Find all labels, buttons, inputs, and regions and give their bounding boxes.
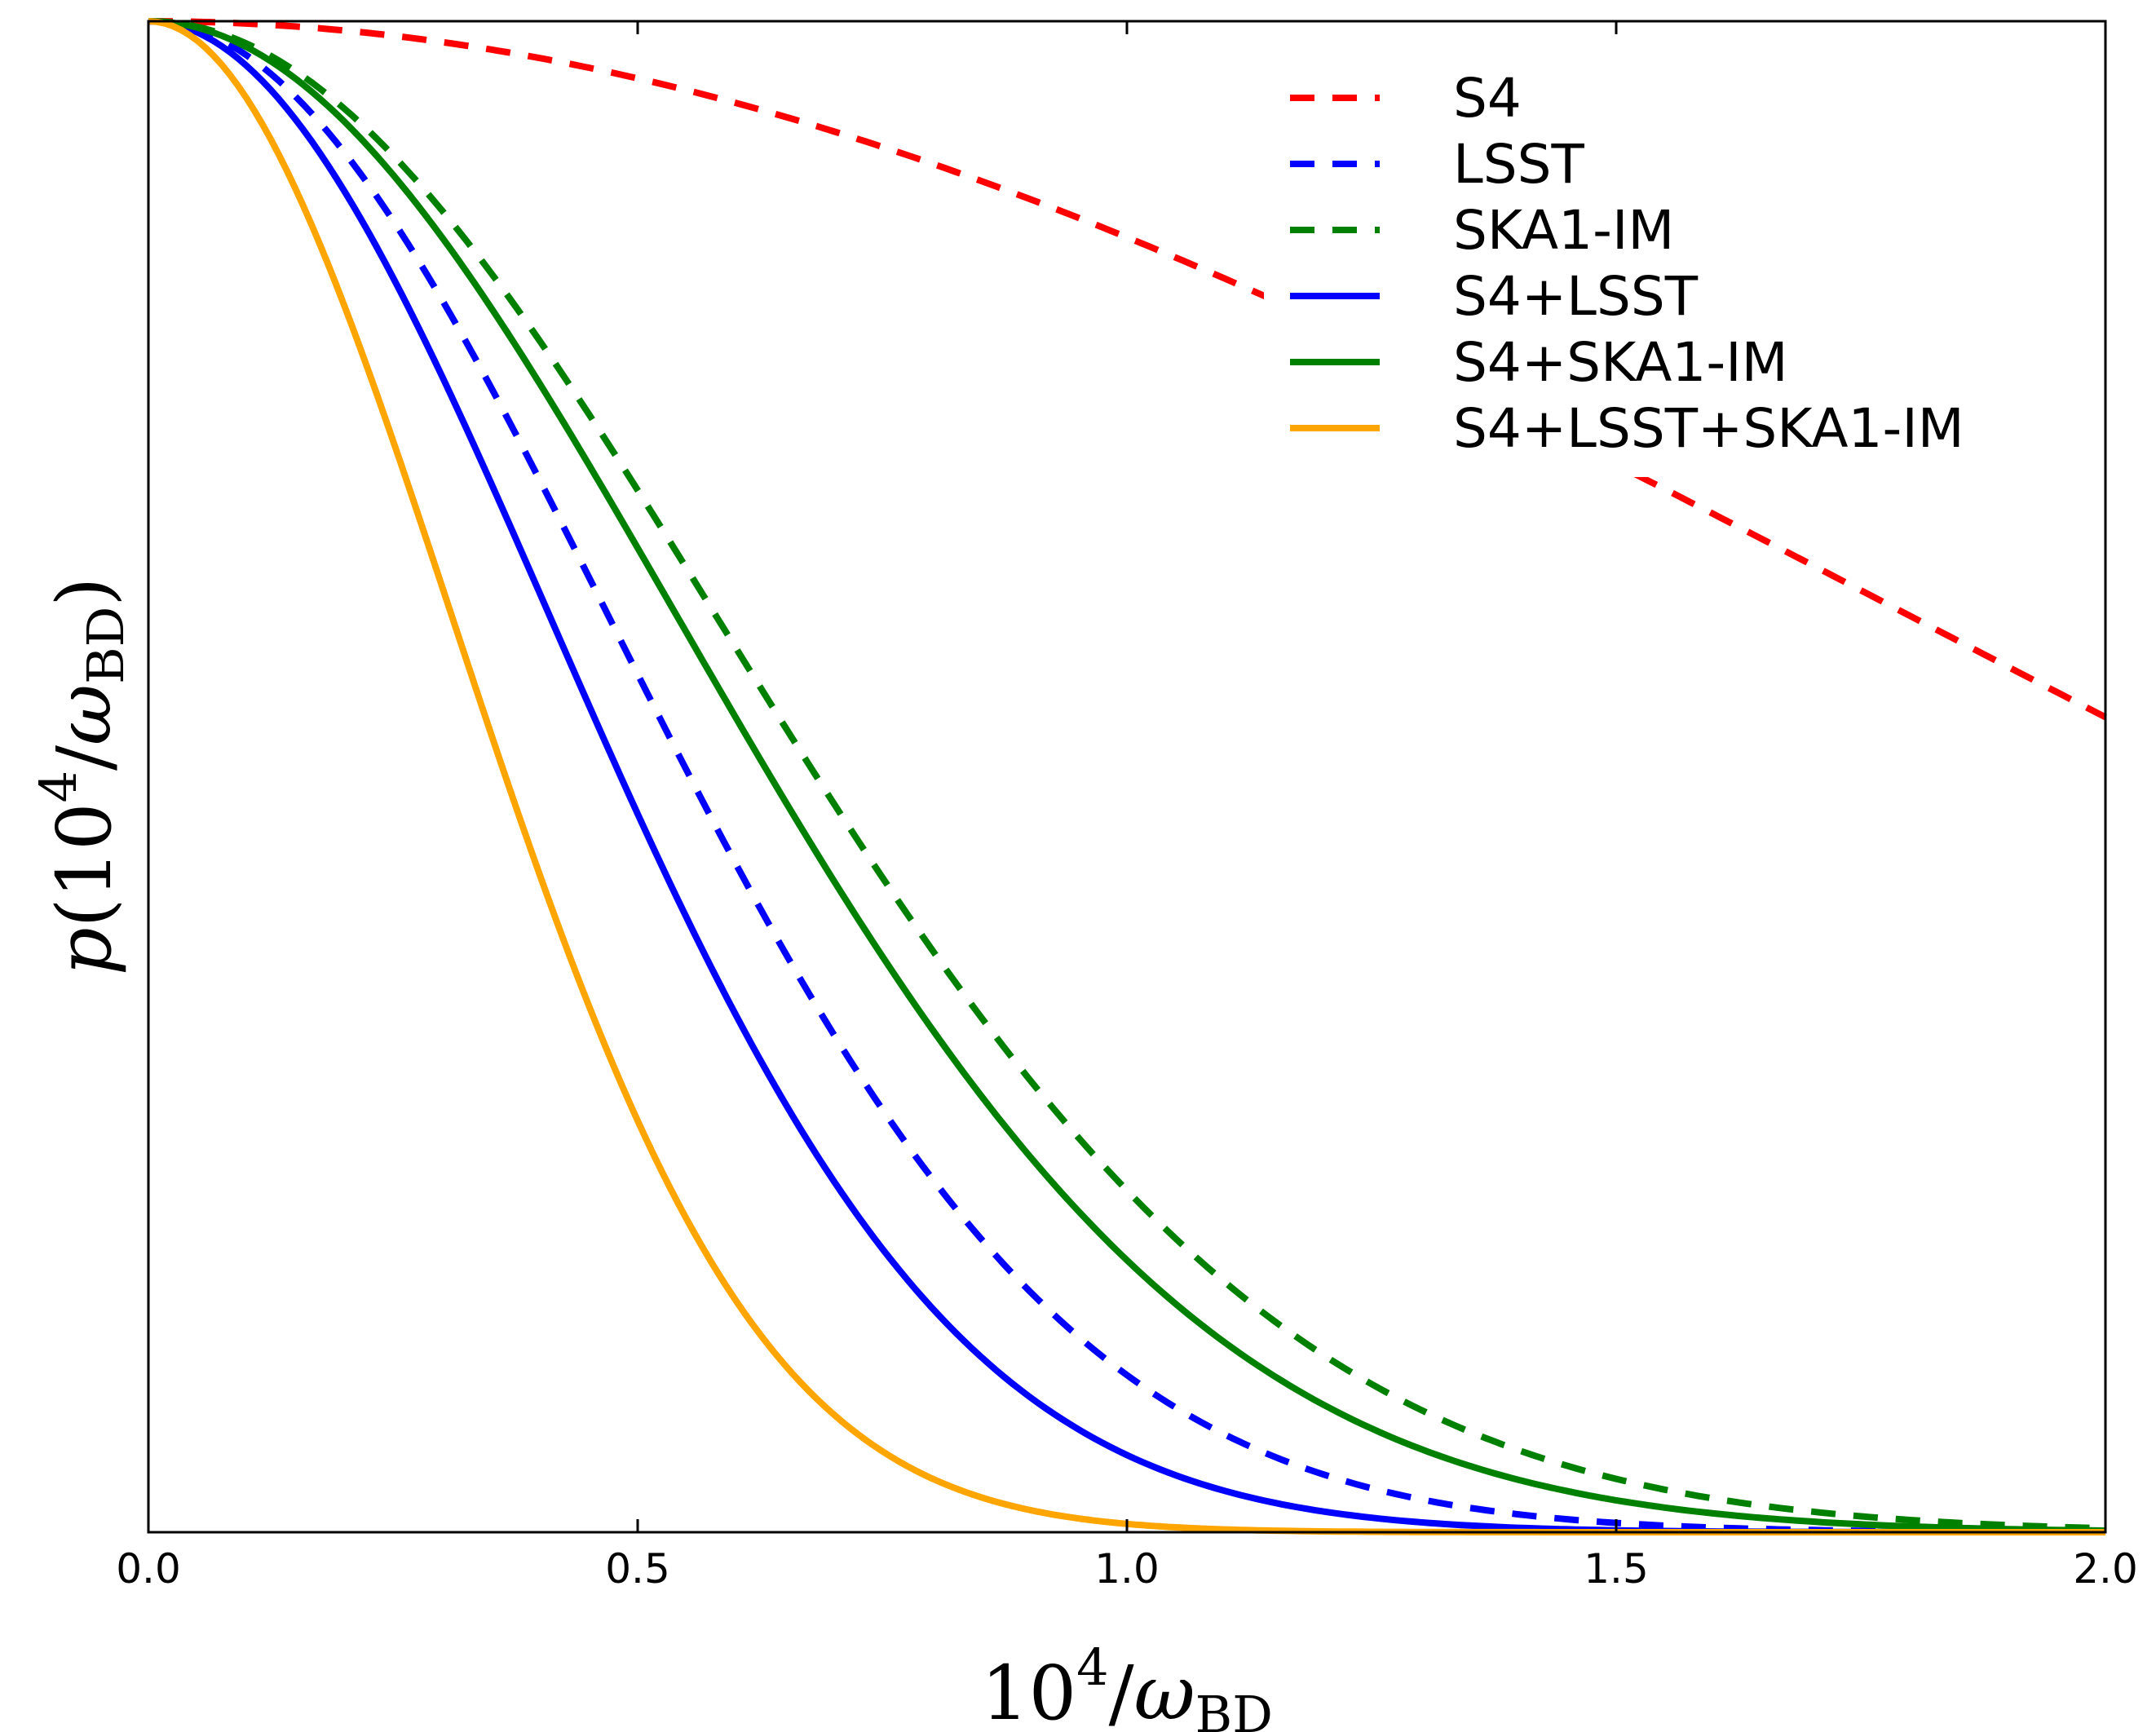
- x-axis-label: 104/ωBD: [981, 1637, 1273, 1732]
- x-tick-label: 1.0: [1094, 1545, 1160, 1593]
- y-label-rparen: ): [41, 577, 128, 607]
- x-tick-label: 2.0: [2073, 1545, 2138, 1593]
- x-tick-label: 0.0: [116, 1545, 181, 1593]
- x-label-base: 10: [981, 1650, 1076, 1732]
- legend-label: S4+LSST+SKA1-IM: [1453, 397, 1964, 460]
- legend-background: [1264, 53, 2079, 477]
- legend-label: LSST: [1453, 133, 1585, 196]
- x-label-sub: BD: [1195, 1685, 1273, 1732]
- y-axis-label-group: p(104/ωBD): [29, 577, 135, 976]
- y-label-exp: 4: [29, 771, 88, 802]
- legend-label: S4: [1453, 67, 1522, 130]
- y-label-p: p: [41, 927, 128, 975]
- x-label-exp: 4: [1076, 1637, 1108, 1697]
- legend-label: S4+LSST: [1453, 265, 1699, 328]
- x-tick-label: 0.5: [605, 1545, 670, 1593]
- legend-label: S4+SKA1-IM: [1453, 331, 1788, 394]
- y-label-sub: BD: [76, 607, 135, 684]
- series-line-ska1-im: [148, 18, 2106, 1532]
- legend: S4LSSTSKA1-IMS4+LSSTS4+SKA1-IMS4+LSST+SK…: [1264, 53, 2079, 477]
- series-line-s4-ska1-im: [148, 18, 2106, 1535]
- y-label-symbol: ω: [41, 684, 128, 745]
- legend-label: SKA1-IM: [1453, 199, 1674, 262]
- y-axis-label: p(104/ωBD): [29, 577, 135, 976]
- y-label-lparen: (: [41, 898, 128, 927]
- y-label-slash: /: [41, 745, 128, 771]
- x-label-symbol: ω: [1134, 1650, 1195, 1732]
- x-axis-ticks: 0.0 0.5 1.0 1.5 2.0: [116, 21, 2138, 1593]
- x-label-slash: /: [1109, 1650, 1134, 1732]
- x-tick-label: 1.5: [1584, 1545, 1649, 1593]
- y-label-base: 10: [41, 802, 128, 898]
